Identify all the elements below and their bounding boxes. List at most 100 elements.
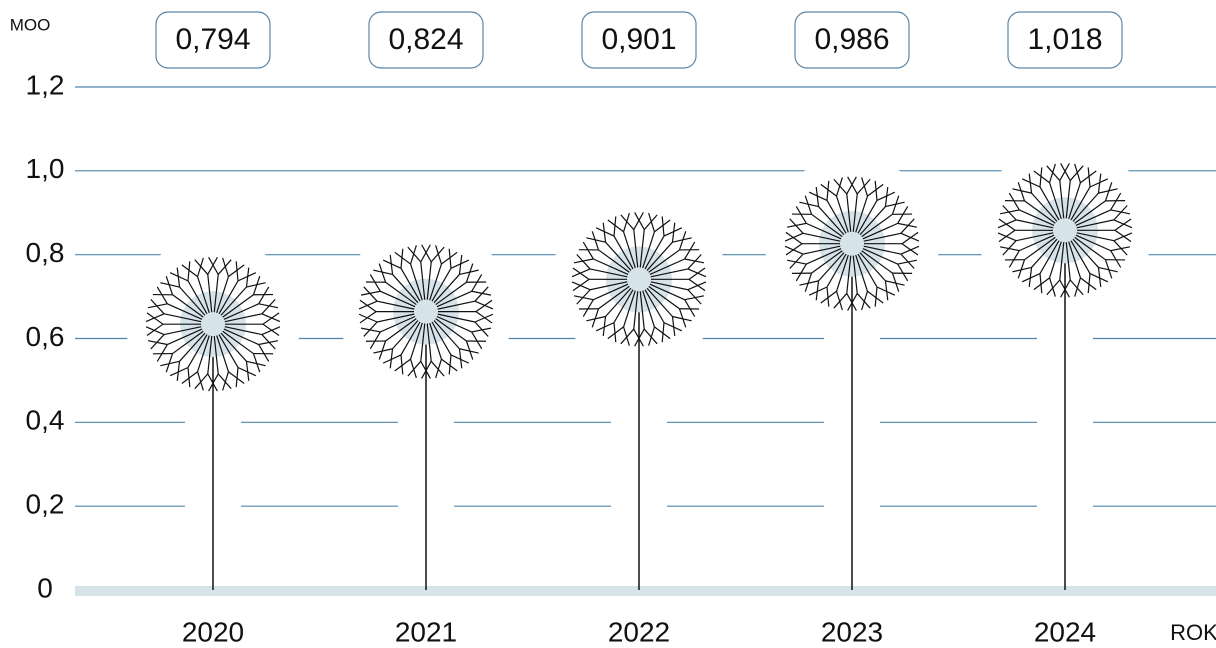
seed-fork (150, 334, 165, 350)
seed-fork (360, 327, 381, 333)
seed-fork (856, 293, 871, 309)
seed-fork (867, 290, 884, 304)
seed (622, 231, 636, 269)
seed (648, 249, 680, 273)
seed (220, 286, 247, 316)
seed (633, 291, 639, 330)
seed-fork (471, 290, 492, 296)
seed (385, 281, 417, 306)
seed-fork (1021, 178, 1041, 188)
seed-fork (1060, 279, 1071, 298)
x-tick-label: 2021 (395, 616, 457, 647)
seed-fork (595, 227, 615, 237)
seed (806, 222, 842, 240)
seed-fork (613, 322, 617, 343)
seed-fork (847, 176, 858, 195)
seed (1072, 238, 1099, 268)
seed-fork (421, 244, 432, 263)
seed-fork (246, 360, 266, 367)
seed-fork (1097, 267, 1102, 288)
seed (1070, 240, 1091, 274)
seed (589, 281, 628, 291)
seed (648, 285, 680, 310)
seed-fork (687, 289, 702, 305)
seed (437, 313, 476, 323)
seed-fork (207, 373, 218, 392)
seed-fork (622, 212, 630, 232)
seed (207, 336, 213, 374)
seed (172, 330, 204, 355)
seed-fork (1114, 218, 1132, 231)
y-tick-label: 0,2 (26, 489, 65, 520)
seed-fork (799, 201, 819, 208)
seed-fork (820, 290, 837, 304)
seed-fork (228, 371, 245, 384)
seed (802, 245, 841, 255)
seed-fork (196, 257, 204, 277)
seed (400, 268, 421, 302)
seed-fork (400, 354, 404, 375)
seed (213, 274, 219, 313)
seed (1024, 236, 1056, 261)
seed (187, 334, 208, 368)
seed-fork (684, 241, 696, 260)
seed (639, 291, 645, 330)
seed-fork (1089, 178, 1109, 188)
seed-fork (833, 293, 848, 309)
seed-fork (261, 298, 276, 315)
value-label: 0,986 (814, 23, 889, 56)
seed-fork (684, 258, 705, 264)
seed-fork (684, 295, 705, 301)
seed-fork (874, 286, 878, 307)
seed-fork (382, 259, 402, 269)
seed (163, 326, 202, 336)
seed-fork (1060, 163, 1071, 181)
seed (223, 303, 259, 320)
seed-fork (378, 340, 387, 360)
seed (862, 248, 898, 265)
seed-fork (458, 254, 463, 275)
seed (826, 200, 847, 234)
seed-fork (441, 251, 458, 265)
seed-fork (145, 326, 165, 336)
seed (1068, 241, 1082, 279)
seed-fork (900, 232, 920, 242)
y-tick-label: 0,8 (26, 237, 65, 268)
seed (207, 274, 213, 313)
seed-fork (150, 298, 165, 315)
seed (392, 320, 419, 350)
seed (220, 332, 247, 362)
seed (589, 268, 628, 278)
seed-fork (359, 299, 377, 313)
seed-fork (245, 361, 250, 381)
seed (385, 318, 417, 342)
seed-fork (1002, 240, 1017, 256)
seed-fork (885, 201, 905, 208)
seed (1019, 234, 1055, 252)
seed-fork (360, 290, 381, 296)
seed-fork (789, 253, 804, 269)
seed-fork (687, 281, 707, 291)
seed (811, 250, 843, 274)
seed-fork (1028, 173, 1033, 194)
seed (429, 263, 443, 301)
seed (216, 335, 230, 372)
value-label-box (581, 11, 697, 69)
seed-fork (874, 180, 878, 201)
seed-fork (846, 176, 857, 195)
seed (852, 193, 858, 232)
seed-fork (678, 308, 687, 328)
seed-fork (389, 254, 394, 275)
seed-fork (420, 244, 431, 263)
seed-fork (663, 227, 683, 237)
seed (435, 318, 467, 342)
seed-fork (795, 263, 807, 282)
seed-fork (262, 323, 280, 337)
seed-fork (430, 246, 445, 263)
seed (433, 274, 460, 304)
seed (179, 286, 206, 316)
seed-fork (672, 315, 692, 322)
seed (380, 315, 416, 333)
seed-fork (820, 183, 837, 197)
